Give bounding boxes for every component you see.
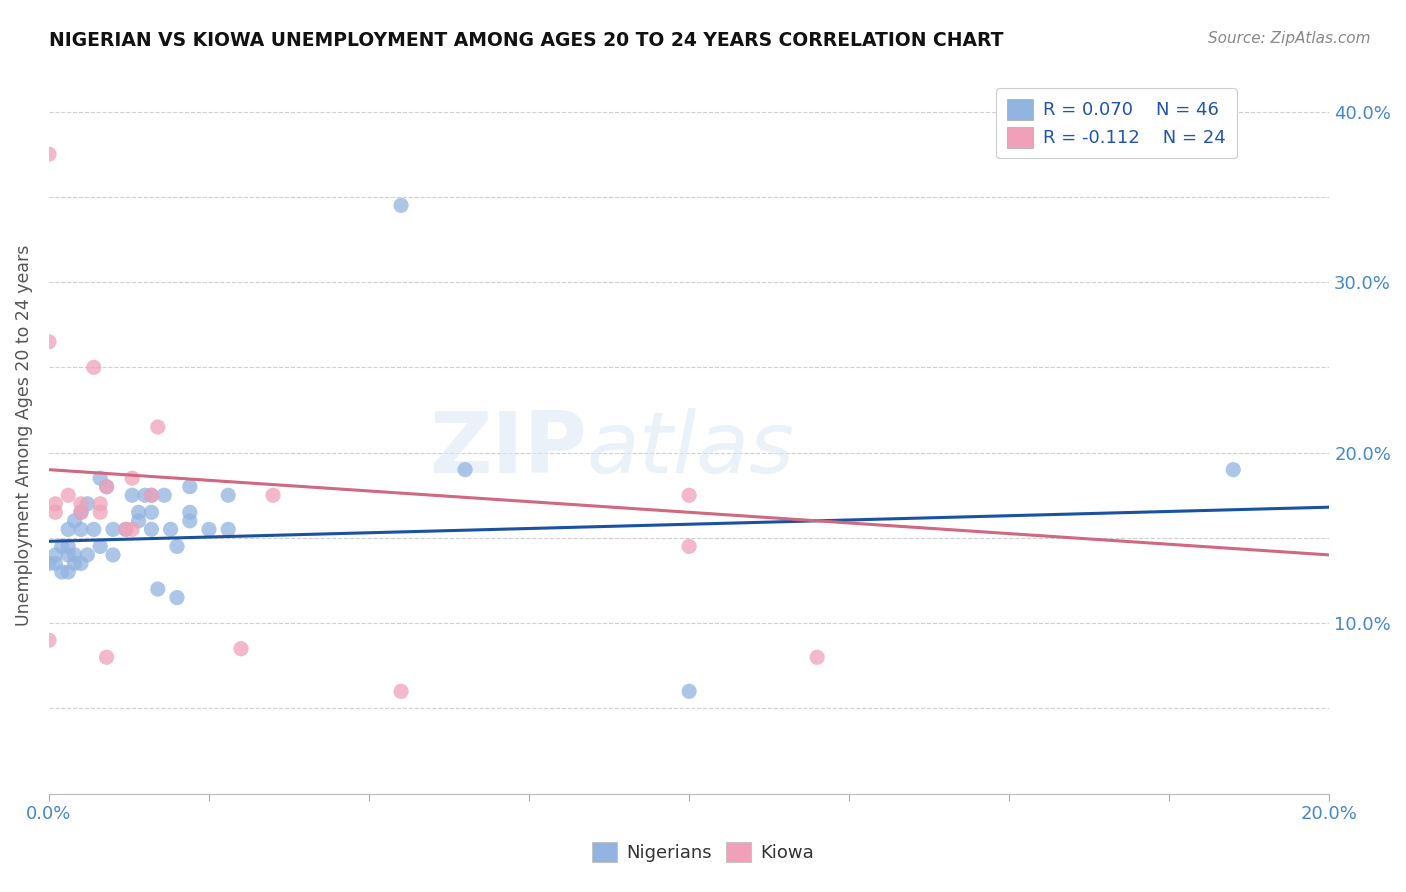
Point [141,505,163,519]
Point [63,514,86,528]
Point [44,557,66,571]
Point [262,488,284,502]
Point [179,514,201,528]
Point [128,505,150,519]
Point [454,463,477,477]
Point [121,471,143,485]
Point [76,548,98,562]
Point [44,505,66,519]
Point [121,488,143,502]
Point [70,505,93,519]
Point [44,497,66,511]
Point [44,548,66,562]
Point [56,522,79,536]
Point [141,488,163,502]
Point [56,540,79,554]
Point [134,488,156,502]
Point [56,488,79,502]
Point [678,684,700,698]
Point [121,522,143,536]
Point [166,591,188,605]
Point [806,650,828,665]
Point [389,198,412,212]
Point [96,650,118,665]
Point [63,557,86,571]
Point [51,540,73,554]
Point [83,360,105,375]
Point [63,548,86,562]
Point [89,471,111,485]
Y-axis label: Unemployment Among Ages 20 to 24 years: Unemployment Among Ages 20 to 24 years [15,245,32,626]
Point [70,522,93,536]
Point [179,480,201,494]
Point [389,684,412,698]
Point [229,641,252,656]
Legend: R = 0.070    N = 46, R = -0.112    N = 24: R = 0.070 N = 46, R = -0.112 N = 24 [997,88,1237,159]
Point [38,147,60,161]
Point [153,488,176,502]
Point [38,334,60,349]
Point [76,497,98,511]
Point [146,582,169,596]
Point [101,548,124,562]
Point [128,514,150,528]
Point [114,522,136,536]
Text: atlas: atlas [586,409,794,491]
Point [56,565,79,579]
Point [83,522,105,536]
Point [70,505,93,519]
Text: NIGERIAN VS KIOWA UNEMPLOYMENT AMONG AGES 20 TO 24 YEARS CORRELATION CHART: NIGERIAN VS KIOWA UNEMPLOYMENT AMONG AGE… [49,31,1004,50]
Point [101,522,124,536]
Point [159,522,181,536]
Point [96,480,118,494]
Point [89,497,111,511]
Point [217,488,239,502]
Point [678,488,700,502]
Point [141,522,163,536]
Point [198,522,221,536]
Point [56,548,79,562]
Point [89,505,111,519]
Point [51,565,73,579]
Point [141,488,163,502]
Point [678,540,700,554]
Point [38,633,60,648]
Point [70,557,93,571]
Text: Source: ZipAtlas.com: Source: ZipAtlas.com [1208,31,1371,46]
Point [146,420,169,434]
Point [70,497,93,511]
Text: ZIP: ZIP [429,409,586,491]
Legend: Nigerians, Kiowa: Nigerians, Kiowa [585,834,821,870]
Point [89,540,111,554]
Point [179,505,201,519]
Point [38,557,60,571]
Point [217,522,239,536]
Point [96,480,118,494]
Point [1222,463,1244,477]
Point [114,522,136,536]
Point [166,540,188,554]
